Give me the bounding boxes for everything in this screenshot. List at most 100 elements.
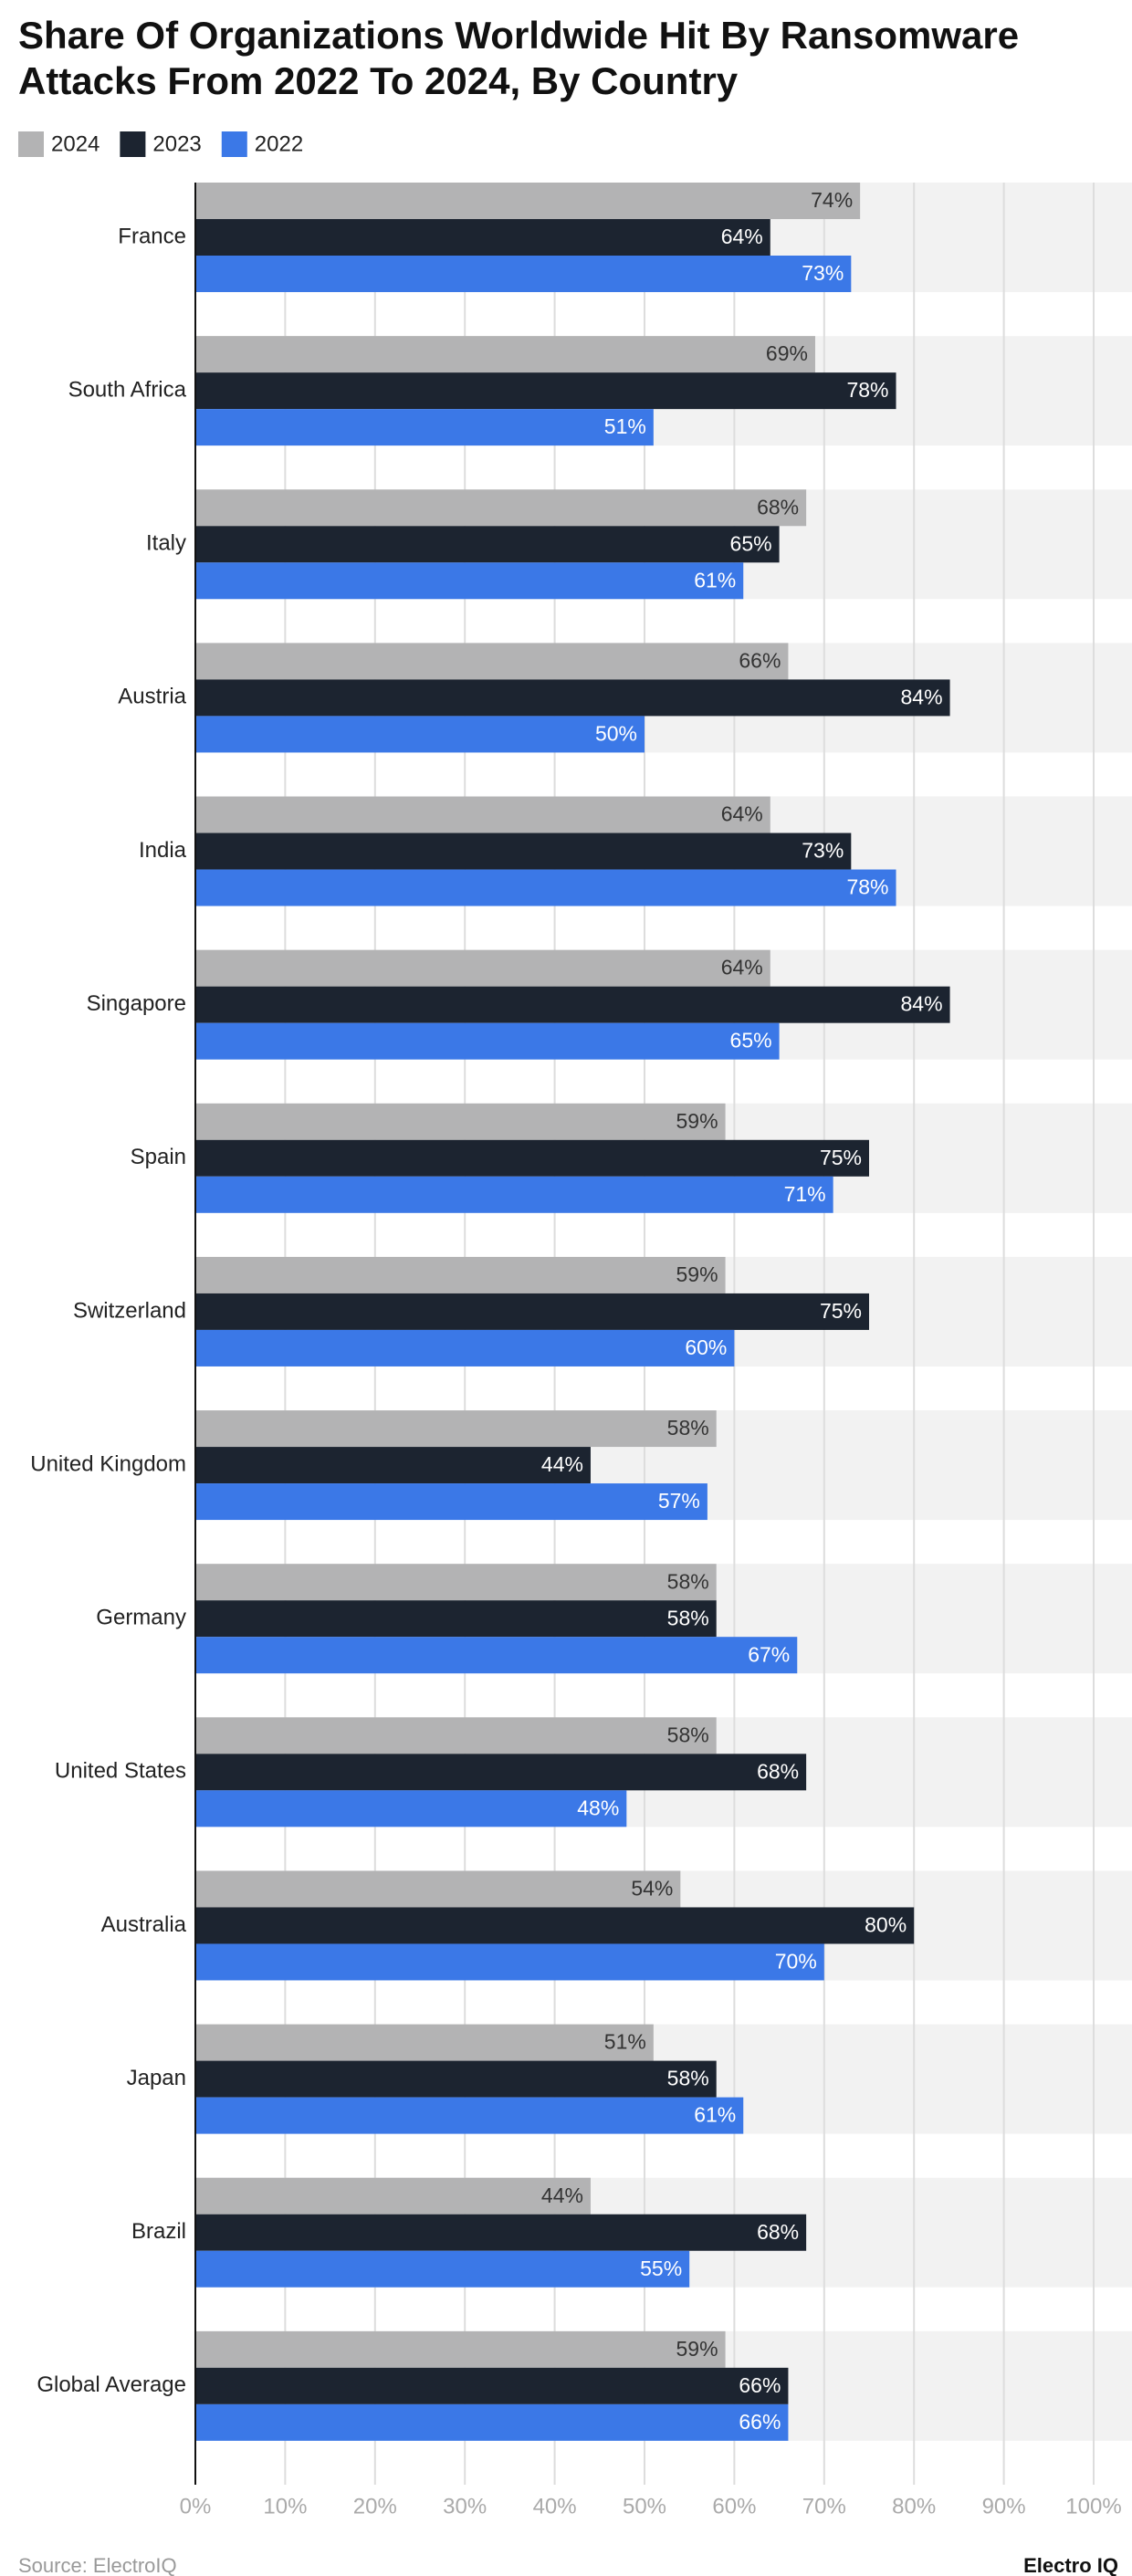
bar: [195, 679, 950, 717]
value-label: 58%: [667, 1723, 709, 1746]
bar: [195, 526, 780, 563]
value-label: 69%: [766, 341, 808, 365]
bar: [195, 1176, 833, 1213]
y-tick-label: India: [139, 838, 187, 863]
legend-swatch: [18, 131, 44, 157]
plot-layer: [194, 183, 1132, 2485]
bar: [195, 1256, 726, 1293]
x-tick-label: 20%: [353, 2494, 397, 2518]
value-label: 61%: [694, 2103, 736, 2127]
y-tick-label: Spain: [131, 1145, 186, 1169]
value-label: 58%: [667, 1569, 709, 1593]
value-label: 67%: [748, 1642, 790, 1666]
bar: [195, 949, 770, 987]
bar: [195, 2177, 591, 2215]
value-label: 73%: [802, 261, 844, 285]
bar: [195, 1410, 717, 1448]
value-label: 59%: [676, 1109, 718, 1133]
y-tick-label: Italy: [146, 531, 186, 556]
value-label: 84%: [901, 992, 943, 1016]
bar: [195, 409, 654, 446]
bar: [195, 2403, 789, 2441]
bar: [195, 643, 789, 680]
brand: Electro IQ: [1023, 2554, 1118, 2576]
value-label: 61%: [694, 568, 736, 592]
y-tick-label: France: [118, 224, 186, 248]
value-label: 74%: [811, 188, 853, 212]
legend-swatch: [221, 131, 247, 157]
bar: [195, 1447, 591, 1484]
x-tick-label: 70%: [802, 2494, 846, 2518]
bar: [195, 2060, 717, 2098]
value-label: 55%: [640, 2257, 682, 2280]
value-label: 80%: [865, 1913, 907, 1937]
y-tick-label: Global Average: [37, 2372, 186, 2397]
bar: [195, 256, 852, 292]
value-label: 59%: [676, 2337, 718, 2361]
bar: [195, 796, 770, 833]
x-tick-label: 50%: [623, 2494, 666, 2518]
y-tick-label: Japan: [127, 2066, 186, 2090]
value-label: 66%: [739, 648, 781, 672]
value-label: 68%: [757, 495, 799, 518]
bar: [195, 336, 815, 373]
y-tick-label: Germany: [96, 1606, 186, 1630]
bar: [195, 1600, 717, 1638]
bar: [195, 1637, 798, 1674]
value-label: 48%: [577, 1796, 619, 1819]
y-tick-label: Singapore: [87, 991, 186, 1016]
value-label: 68%: [757, 2220, 799, 2244]
source: Source: ElectroIQ: [18, 2554, 177, 2576]
value-label: 75%: [820, 1299, 862, 1323]
value-label: 70%: [775, 1950, 817, 1974]
x-tick-label: 90%: [982, 2494, 1026, 2518]
value-label: 75%: [820, 1146, 862, 1169]
value-label: 64%: [721, 956, 763, 979]
bar: [195, 1754, 807, 1791]
value-label: 51%: [604, 414, 646, 438]
y-tick-label: Switzerland: [73, 1298, 186, 1323]
bar: [195, 1139, 869, 1177]
legend-label: 2023: [152, 131, 201, 156]
value-label: 58%: [667, 1416, 709, 1440]
value-label: 68%: [757, 1759, 799, 1783]
bar: [195, 832, 852, 870]
bar: [195, 1870, 681, 1908]
bar: [195, 869, 896, 906]
legend-label: 2022: [255, 131, 303, 156]
value-label: 64%: [721, 225, 763, 248]
value-label: 71%: [784, 1182, 826, 1206]
value-label: 78%: [846, 378, 888, 402]
value-label: 44%: [541, 1452, 583, 1476]
value-label: 65%: [730, 531, 772, 555]
value-label: 50%: [595, 721, 637, 745]
value-label: 51%: [604, 2030, 646, 2054]
value-label: 58%: [667, 1606, 709, 1629]
bar: [195, 562, 744, 600]
bar: [195, 1329, 735, 1367]
value-label: 44%: [541, 2183, 583, 2207]
bar: [195, 2330, 726, 2368]
value-label: 84%: [901, 685, 943, 708]
value-label: 66%: [739, 2373, 781, 2397]
y-tick-label: Austria: [118, 685, 186, 709]
bar: [195, 183, 861, 219]
bar: [195, 2097, 744, 2134]
bar: [195, 219, 770, 256]
bar: [195, 716, 645, 753]
bar: [195, 1483, 708, 1521]
bar: [195, 1293, 869, 1330]
bar: [195, 1103, 726, 1140]
y-tick-label: United Kingdom: [30, 1451, 186, 1476]
y-tick-label: Australia: [101, 1912, 187, 1937]
x-tick-label: 0%: [180, 2494, 212, 2518]
bar: [195, 2214, 807, 2251]
y-tick-label: South Africa: [68, 377, 187, 402]
legend-label: 2024: [51, 131, 100, 156]
x-tick-label: 30%: [443, 2494, 487, 2518]
value-label: 60%: [685, 1335, 727, 1359]
bar: [195, 2250, 690, 2288]
bar: [195, 372, 896, 410]
